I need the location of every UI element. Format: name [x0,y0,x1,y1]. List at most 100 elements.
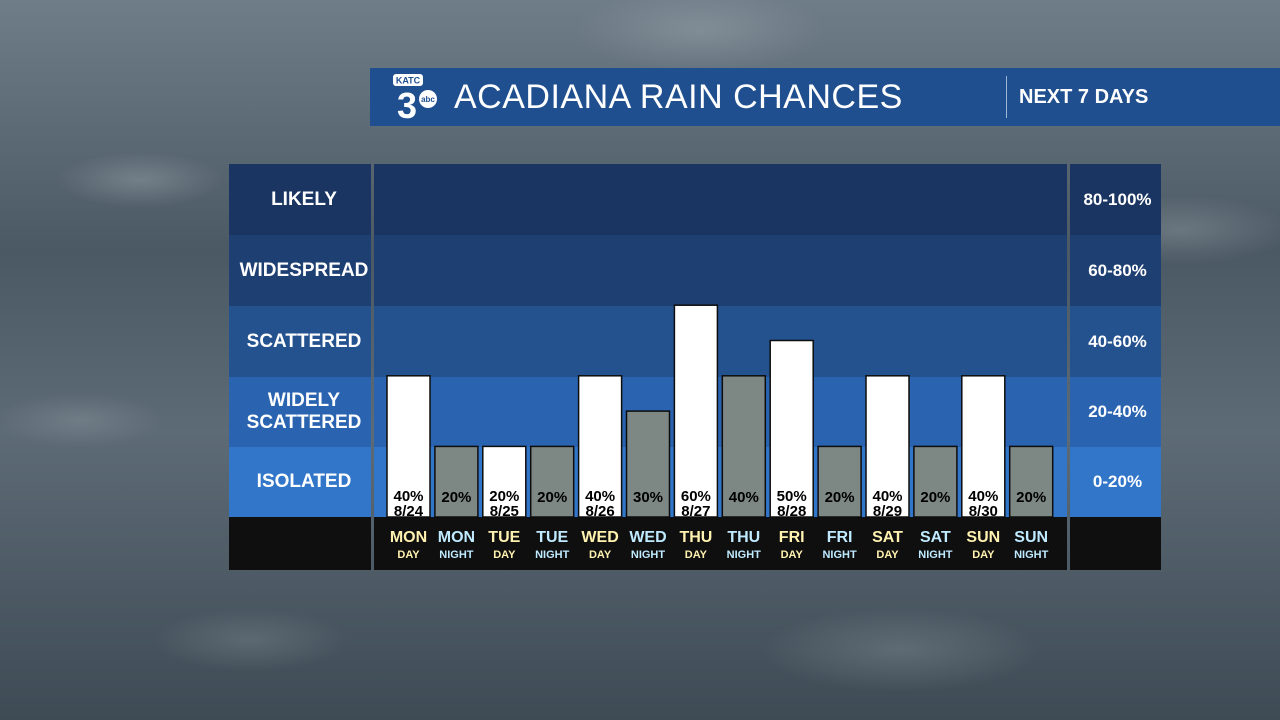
bar-sun-night [1008,445,1054,518]
category-label-widespread: WIDESPREAD [239,259,369,281]
bar-value-label: 60% [681,488,711,505]
x-tick-day-label: SAT [920,529,951,546]
bar-value-label: 40% [729,489,759,506]
bar-thu-night [721,375,767,518]
footer-right [1070,517,1161,570]
bar-value-label: 20% [1016,489,1046,506]
band-widely-scattered [374,377,1067,447]
bar-wed-day [577,375,623,518]
band-widely-scattered-right [1070,377,1161,447]
x-tick-day-label: MON [390,529,427,546]
bar-date-label: 8/30 [969,503,998,520]
x-tick-period-label: NIGHT [535,549,570,561]
bar-sat-night [913,445,958,518]
x-tick-period-label: NIGHT [918,549,953,561]
x-tick-day-label: TUE [536,529,568,546]
bar-value-label: 50% [777,488,807,505]
x-tick-day-label: THU [679,529,712,546]
x-tick-day-label: FRI [779,529,805,546]
page-title: ACADIANA RAIN CHANCES [454,78,903,116]
range-label-20-40: 20-40% [1088,402,1147,421]
x-tick-period-label: NIGHT [631,549,666,561]
katc-3-abc-logo: KATC 3 abc [393,74,437,122]
bar-value-label: 40% [872,488,902,505]
bar-value-label: 40% [393,488,423,505]
header-divider [1006,76,1007,118]
band-scattered-right [1070,306,1161,377]
bar-sun-day [961,375,1006,518]
category-label-likely: LIKELY [271,188,337,210]
range-label-0-20: 0-20% [1092,472,1143,491]
bar-tue-night [529,445,575,518]
bar-value-label: 40% [968,488,998,505]
band-widespread-right [1070,235,1161,306]
x-tick-period-label: NIGHT [822,549,857,561]
bar-value-label: 30% [633,489,663,506]
x-tick-day-label: WED [629,529,666,546]
bar-value-label: 20% [825,489,855,506]
x-tick-day-label: MON [438,529,475,546]
band-widespread [374,235,1067,306]
band-scattered-left [229,306,371,377]
x-tick-day-label: WED [581,529,618,546]
x-tick-period-label: DAY [876,549,899,561]
svg-text:3: 3 [397,85,417,122]
bar-date-label: 8/27 [681,503,710,520]
left-category-panel: LIKELY WIDESPREAD SCATTERED WIDELY SCATT… [229,164,371,517]
bar-thu-day [673,304,719,518]
band-widespread-left [229,235,371,306]
band-widely-scattered-left [229,377,371,447]
rain-chance-chart: 40%8/24MONDAY20%MONNIGHT20%8/25TUEDAY20%… [386,304,1054,561]
bar-date-label: 8/29 [873,503,902,520]
footer-left [229,517,371,570]
footer-center [374,517,1067,570]
right-range-panel: 80-100% 60-80% 40-60% 20-40% 0-20% [1070,164,1161,517]
x-tick-period-label: DAY [397,549,420,561]
bar-value-label: 40% [585,488,615,505]
bar-sat-day [865,375,910,518]
band-likely-left [229,164,371,235]
x-tick-period-label: DAY [781,549,804,561]
band-isolated-right [1070,447,1161,517]
x-tick-day-label: TUE [488,529,520,546]
band-likely-right [1070,164,1161,235]
x-tick-day-label: SUN [1014,529,1048,546]
bar-wed-night [625,410,671,518]
x-tick-day-label: SAT [872,529,903,546]
x-tick-period-label: NIGHT [439,549,474,561]
bar-tue-day [482,445,527,518]
x-tick-period-label: DAY [493,549,516,561]
band-likely [374,164,1067,235]
bar-date-label: 8/24 [394,503,424,520]
x-tick-day-label: SUN [966,529,1000,546]
bar-fri-night [817,445,862,518]
range-label-80-100: 80-100% [1083,189,1152,209]
range-label-40-60: 40-60% [1088,331,1147,351]
bar-value-label: 20% [441,489,471,506]
x-tick-period-label: NIGHT [1014,549,1048,561]
bar-mon-night [434,445,479,518]
bar-mon-day [386,375,431,518]
x-tick-period-label: DAY [589,549,612,561]
svg-text:KATC: KATC [396,76,421,86]
bar-value-label: 20% [537,489,567,506]
category-label-scattered: SCATTERED [246,330,362,352]
header-bar: KATC 3 abc ACADIANA RAIN CHANCES NEXT 7 … [370,68,1280,126]
page-subtitle: NEXT 7 DAYS [1019,86,1149,108]
x-tick-day-label: THU [727,529,760,546]
band-isolated-left [229,447,371,517]
svg-text:abc: abc [421,95,435,104]
x-tick-period-label: DAY [685,549,708,561]
bar-date-label: 8/26 [585,503,614,520]
bar-fri-day [769,339,814,518]
bar-value-label: 20% [920,489,950,506]
x-tick-period-label: DAY [972,549,995,561]
x-tick-day-label: FRI [827,529,853,546]
bar-date-label: 8/28 [777,503,806,520]
range-label-60-80: 60-80% [1088,260,1147,280]
band-scattered [374,306,1067,377]
category-label-widely-scattered: WIDELY SCATTERED [246,390,362,433]
bar-value-label: 20% [489,488,519,505]
category-label-isolated: ISOLATED [256,471,352,492]
x-tick-period-label: NIGHT [727,549,762,561]
